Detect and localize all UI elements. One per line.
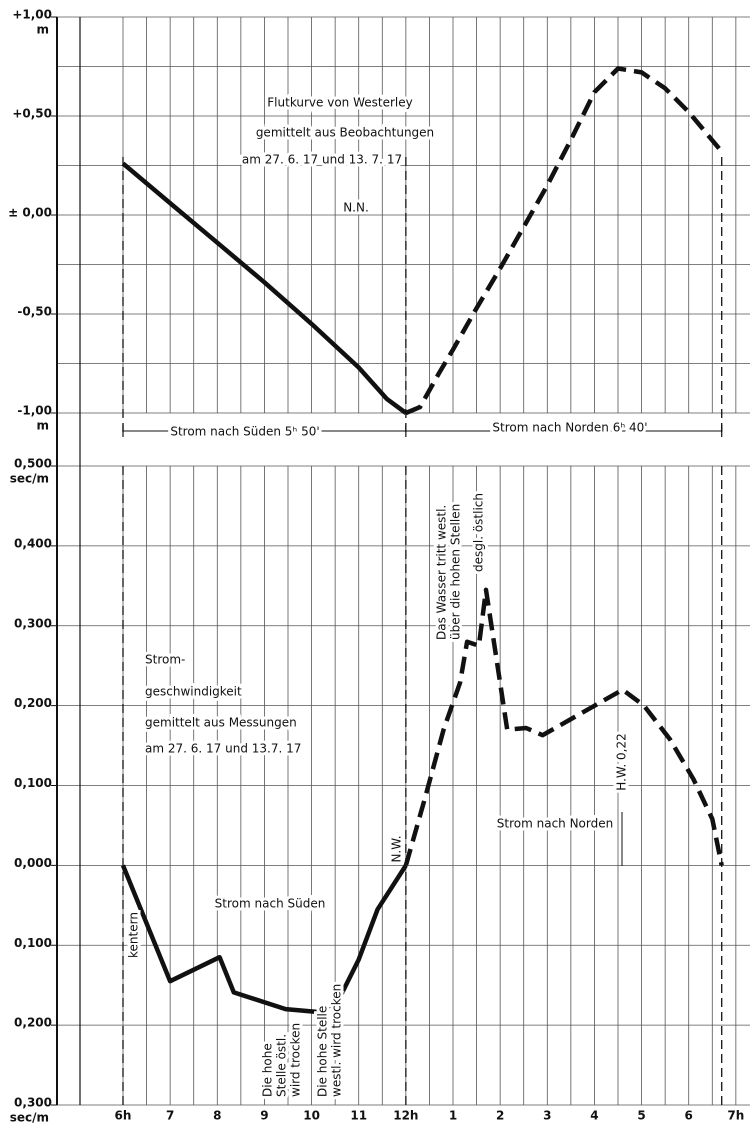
annotation: N.W. [390, 835, 404, 862]
y-tick-label: 0,400 [14, 536, 52, 550]
annotation: H.W. 0,22 [615, 733, 629, 790]
y-unit-label: m [36, 419, 49, 433]
chart-subtitle: am 27. 6. 17 und 13.7. 17 [145, 742, 301, 756]
annotation: desgl. östlich [472, 493, 486, 572]
x-tick-label: 1 [449, 1109, 457, 1123]
y-tick-label: ± 0,00 [8, 206, 52, 220]
x-tick-label: 6 [685, 1109, 693, 1123]
annotation: Strom nach Süden 5ʰ 50' [170, 425, 319, 439]
y-tick-label: 0,100 [14, 776, 52, 790]
x-tick-label: 8 [213, 1109, 221, 1123]
chart-subtitle: gemittelt aus Messungen [145, 716, 297, 730]
y-tick-label: 0,200 [14, 696, 52, 710]
annotation: Strom nach Norden [497, 817, 613, 831]
x-tick-label: 3 [543, 1109, 551, 1123]
annotation: Die hohe Stelle [316, 1006, 330, 1097]
x-tick-label: 4 [590, 1109, 598, 1123]
y-tick-label: 0,300 [14, 1096, 52, 1110]
y-unit-label: m [36, 23, 49, 37]
x-tick-label: 5 [637, 1109, 645, 1123]
annotation: westl. wird trocken [330, 984, 344, 1097]
annotation: wird trocken [289, 1023, 303, 1097]
data-line [120, 864, 408, 1015]
annotation: Die hohe [261, 1043, 275, 1097]
annotation: Stelle östl. [275, 1034, 289, 1097]
annotation: kentern [127, 912, 141, 958]
y-unit-label: sec/m [10, 472, 49, 486]
y-tick-label: 0,300 [14, 616, 52, 630]
chart-title: Flutkurve von Westerley [267, 96, 412, 110]
annotation: N.N. [343, 201, 369, 215]
chart-subtitle: am 27. 6. 17 und 13. 7. 17 [242, 153, 402, 167]
y-tick-label: +0,50 [12, 107, 52, 121]
y-tick-label: -0,50 [17, 305, 52, 319]
x-tick-label: 11 [350, 1109, 367, 1123]
annotation: Strom nach Süden [215, 897, 326, 911]
chart-title: geschwindigkeit [145, 685, 242, 699]
x-tick-label: 10 [303, 1109, 320, 1123]
x-tick-label: 7 [166, 1109, 174, 1123]
y-tick-label: 0,000 [14, 856, 52, 870]
x-tick-label: 2 [496, 1109, 504, 1123]
x-tick-label: 12h [393, 1109, 418, 1123]
annotation: Das Wasser tritt westl. [435, 505, 449, 640]
y-tick-label: 0,100 [14, 936, 52, 950]
y-tick-label: 0,200 [14, 1016, 52, 1030]
x-tick-label: 9 [260, 1109, 268, 1123]
data-line [403, 587, 724, 867]
annotation: Strom nach Norden 6ʰ 40' [492, 421, 647, 435]
annotation: über die hohen Stellen [449, 504, 463, 640]
y-tick-label: 0,500 [14, 457, 52, 471]
data-line [121, 161, 408, 415]
data-line [405, 66, 724, 416]
y-unit-label: sec/m [10, 1111, 49, 1125]
x-tick-label: 6h [115, 1109, 132, 1123]
y-tick-label: -1,00 [17, 404, 52, 418]
y-tick-label: +1,00 [12, 8, 52, 22]
x-tick-label: 7h [727, 1109, 744, 1123]
chart-subtitle: gemittelt aus Beobachtungen [256, 126, 434, 140]
chart-title: Strom- [145, 653, 185, 667]
